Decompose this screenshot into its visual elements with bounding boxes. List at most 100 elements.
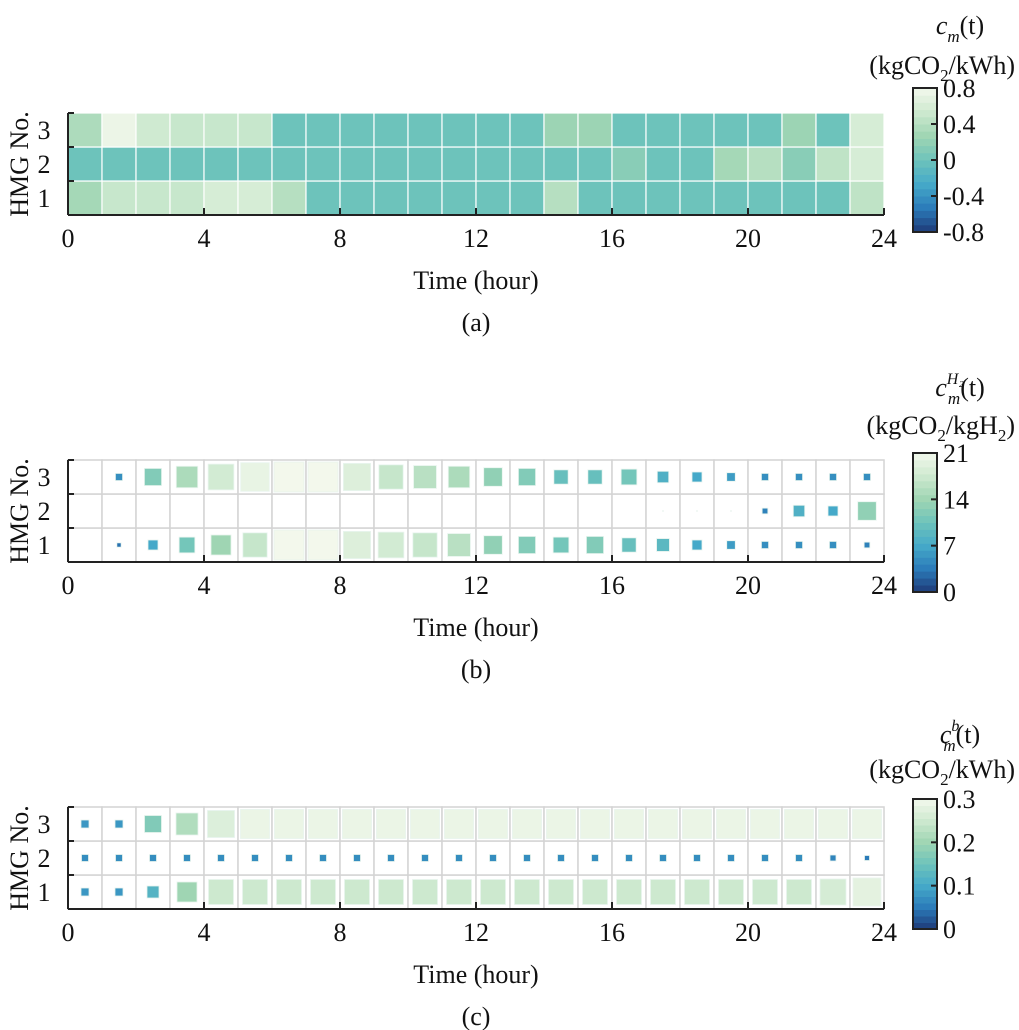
data-square <box>207 810 235 838</box>
colorbar-segment <box>913 557 937 565</box>
colorbar-segment <box>913 95 937 103</box>
x-tick-label: 4 <box>198 224 211 253</box>
title-argument: (t) <box>960 373 985 402</box>
colorbar-segment <box>913 224 937 233</box>
grid-cell <box>373 493 409 529</box>
colorbar-segment <box>913 585 937 593</box>
heatmap-cell <box>849 146 885 182</box>
x-axis-label: Time (hour) <box>413 613 538 642</box>
colorbar-title: cm(t) <box>936 11 984 46</box>
data-square <box>387 854 395 862</box>
colorbar-tick-label: 0.4 <box>943 110 976 139</box>
unit-part: (kgCO <box>869 755 940 784</box>
data-square <box>682 809 712 839</box>
heatmap-cell <box>271 180 307 216</box>
heatmap-cell <box>747 146 783 182</box>
colorbar-tick-label: -0.4 <box>943 182 984 211</box>
heatmap-cell <box>101 146 137 182</box>
data-square <box>614 809 644 839</box>
colorbar-segment <box>913 116 937 125</box>
colorbar-segment <box>913 818 937 826</box>
data-square <box>512 809 542 839</box>
data-square <box>342 809 372 839</box>
unit-part: /kWh) <box>949 755 1015 784</box>
data-square <box>114 887 124 897</box>
colorbar-segment <box>913 138 937 147</box>
data-square <box>412 532 438 558</box>
grid-cell <box>237 493 273 529</box>
grid-cell <box>577 493 613 529</box>
data-square <box>726 540 736 550</box>
colorbar-segment <box>913 831 937 839</box>
colorbar-segment <box>913 109 937 118</box>
colorbar <box>912 798 938 930</box>
heatmap-cell <box>747 180 783 216</box>
colorbar-tick-label: 0.3 <box>943 785 976 814</box>
colorbar-tick-label: 0.2 <box>943 828 976 857</box>
colorbar-segment <box>913 578 937 586</box>
title-superscript: b <box>951 718 959 735</box>
heatmap-cell <box>339 112 375 148</box>
title-superscript: H₂ <box>946 371 965 388</box>
data-square <box>656 538 670 552</box>
heatmap-cell <box>339 146 375 182</box>
heatmap-cell <box>407 146 443 182</box>
data-square <box>548 879 574 905</box>
colorbar-segment <box>913 825 937 832</box>
data-square <box>863 541 871 549</box>
heatmap-cell <box>203 180 239 216</box>
x-tick-label: 12 <box>463 571 489 600</box>
data-square <box>786 879 812 905</box>
colorbar-segment <box>913 494 937 503</box>
data-square <box>587 469 603 485</box>
unit-part: (kgCO <box>869 51 940 80</box>
x-tick-label: 24 <box>871 224 897 253</box>
x-tick-label: 0 <box>62 571 75 600</box>
heatmap-cell <box>203 112 239 148</box>
heatmap-cell <box>237 146 273 182</box>
heatmap-cell <box>237 112 273 148</box>
grid-cell <box>475 493 511 529</box>
data-square <box>80 887 90 897</box>
data-square <box>662 510 664 512</box>
grid-cell <box>543 493 579 529</box>
y-tick-label: 1 <box>38 878 51 907</box>
grid-cell <box>611 493 647 529</box>
grid-cell <box>373 840 409 876</box>
grid-cell <box>67 459 103 495</box>
y-tick-label: 3 <box>38 810 51 839</box>
data-square <box>242 879 268 905</box>
x-tick-label: 4 <box>198 918 211 947</box>
data-square <box>144 468 162 486</box>
title-subscript: m <box>947 27 959 46</box>
heatmap-cell <box>135 146 171 182</box>
x-tick-label: 16 <box>599 571 625 600</box>
colorbar-segment <box>913 88 937 96</box>
x-tick-label: 16 <box>599 918 625 947</box>
colorbar-tick-label: 0 <box>943 578 956 607</box>
data-square <box>480 879 506 905</box>
colorbar-title: cH₂ m(t) <box>935 371 985 408</box>
colorbar-segment <box>913 217 937 226</box>
colorbar-unit: (kgCO2/kgH2) <box>867 411 1015 445</box>
data-square <box>518 468 536 486</box>
data-square <box>183 854 191 862</box>
data-square <box>684 879 710 905</box>
colorbar-unit: (kgCO2/kWh) <box>869 51 1015 85</box>
data-square <box>285 854 293 862</box>
colorbar-segment <box>913 916 937 923</box>
heatmap-cell <box>509 146 545 182</box>
data-square <box>827 505 839 517</box>
colorbar-segment <box>913 210 937 219</box>
data-square <box>377 531 405 559</box>
data-square <box>114 819 124 829</box>
colorbar-segment <box>913 152 937 161</box>
grid-cell <box>305 493 341 529</box>
data-square <box>795 854 803 862</box>
panel-label: (b) <box>461 655 491 684</box>
heatmap-cell <box>611 112 647 148</box>
y-axis-label: HMG No. <box>5 458 34 563</box>
title-subscript: m <box>943 736 955 755</box>
heatmap-cell <box>815 180 851 216</box>
data-square <box>240 809 270 839</box>
